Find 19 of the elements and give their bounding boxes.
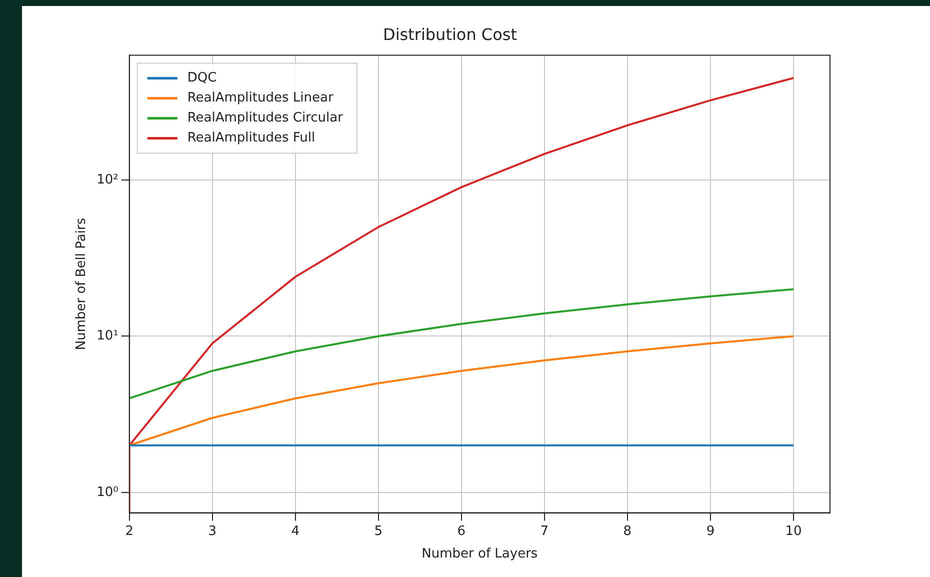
x-tick-label: 5 — [374, 524, 383, 539]
legend-label: DQC — [187, 70, 217, 86]
x-tick-label: 3 — [208, 524, 217, 539]
x-axis-title: Number of Layers — [422, 546, 538, 562]
y-tick-label: 10⁰ — [96, 484, 118, 500]
x-tick-label: 9 — [706, 524, 715, 539]
legend-label: RealAmplitudes Linear — [187, 90, 334, 106]
y-axis-title: Number of Bell Pairs — [74, 218, 90, 350]
y-tick-label: 10¹ — [96, 328, 118, 344]
legend-label: RealAmplitudes Full — [187, 130, 316, 146]
x-tick-label: 6 — [457, 524, 466, 539]
y-tick-label: 10² — [96, 172, 118, 188]
x-tick-label: 8 — [623, 524, 632, 539]
legend-label: RealAmplitudes Circular — [187, 110, 344, 126]
x-tick-label: 4 — [291, 524, 300, 539]
x-tick-label: 7 — [540, 524, 549, 539]
chart-title: Distribution Cost — [383, 24, 517, 44]
x-tick-label: 2 — [125, 524, 134, 539]
x-tick-label: 10 — [785, 524, 802, 539]
